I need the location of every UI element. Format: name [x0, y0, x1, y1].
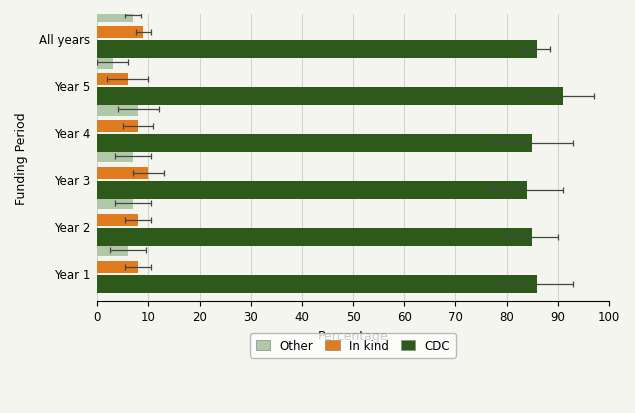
- Bar: [97, 151, 133, 163]
- Bar: [97, 244, 128, 257]
- Bar: [97, 276, 537, 293]
- Bar: [97, 229, 532, 247]
- Bar: [97, 88, 563, 106]
- Bar: [97, 74, 128, 86]
- Bar: [97, 57, 112, 69]
- Bar: [97, 261, 138, 273]
- Bar: [97, 104, 138, 116]
- Bar: [97, 135, 532, 153]
- Bar: [97, 41, 537, 59]
- Bar: [97, 168, 149, 180]
- Legend: Other, In kind, CDC: Other, In kind, CDC: [250, 333, 456, 358]
- Bar: [97, 10, 133, 22]
- Y-axis label: Funding Period: Funding Period: [15, 112, 28, 204]
- Bar: [97, 198, 133, 210]
- Bar: [97, 121, 138, 133]
- Bar: [97, 214, 138, 227]
- X-axis label: Percentage: Percentage: [318, 329, 389, 342]
- Bar: [97, 182, 527, 199]
- Bar: [97, 27, 144, 39]
